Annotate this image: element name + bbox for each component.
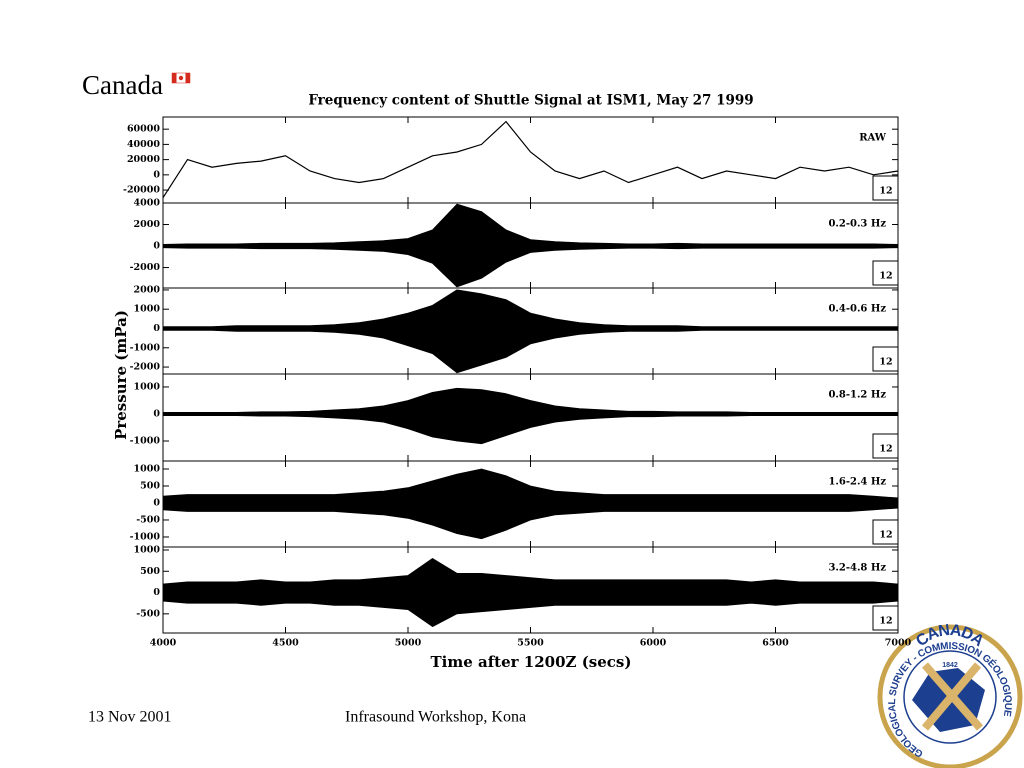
y-tick-label: 0	[153, 241, 160, 252]
y-tick-label: -20000	[123, 185, 160, 196]
panel-label: 3.2-4.8 Hz	[828, 563, 886, 574]
panel-label: 0.2-0.3 Hz	[828, 219, 886, 230]
footer-date: 13 Nov 2001	[88, 709, 172, 726]
panel: 1000 500 0 -500 -1000 1.6-2.4 Hz 12	[130, 460, 899, 548]
waveform-envelope	[162, 289, 899, 329]
y-tick-label: -500	[136, 514, 160, 525]
x-tick-label: 6500	[762, 638, 789, 649]
panel-frame	[162, 116, 899, 204]
channel-label: 12	[879, 357, 892, 368]
waveform-envelope	[162, 558, 899, 593]
channel-label: 12	[879, 444, 892, 455]
y-tick-label: 1000	[134, 544, 161, 555]
wordmark: Canada	[82, 70, 163, 100]
y-tick-label: 500	[140, 480, 160, 491]
waveform-envelope	[162, 203, 899, 247]
gsc-logo: CANADA 1842 GEOLOGICAL SURVEY - COMMISSI…	[877, 622, 1023, 768]
panel-label: RAW	[859, 133, 887, 144]
y-tick-label: 0	[153, 323, 160, 334]
channel-box	[872, 605, 899, 631]
x-axis-label: Time after 1200Z (secs)	[431, 653, 632, 671]
panel-label: 0.8-1.2 Hz	[828, 390, 886, 401]
waveform-envelope	[162, 387, 899, 415]
y-axis-label: Pressure (mPa)	[112, 310, 130, 440]
y-tick-label: 4000	[134, 198, 161, 209]
channel-box	[872, 260, 899, 286]
y-tick-label: -2000	[130, 362, 161, 373]
x-tick-label: 6000	[640, 638, 667, 649]
y-tick-label: -1000	[130, 342, 161, 353]
channel-box	[872, 175, 899, 201]
y-tick-label: 500	[140, 566, 160, 577]
waveform-envelope	[162, 592, 899, 627]
x-tick-label: 7000	[885, 638, 912, 649]
x-tick-label: 5000	[395, 638, 422, 649]
y-tick-label: 1000	[134, 304, 161, 315]
y-tick-label: -2000	[130, 262, 161, 273]
flag	[171, 72, 191, 84]
x-tick-label: 5500	[517, 638, 544, 649]
panel-label: 1.6-2.4 Hz	[828, 477, 886, 488]
y-tick-label: 0	[153, 408, 160, 419]
y-tick-label: 0	[153, 587, 160, 598]
x-tick-label: 4500	[272, 638, 299, 649]
waveform-envelope	[162, 468, 899, 504]
y-tick-label: 1000	[134, 463, 161, 474]
waveform-envelope	[162, 328, 899, 374]
channel-box	[872, 519, 899, 545]
waveform-envelope	[162, 502, 899, 540]
panel-label: 0.4-0.6 Hz	[828, 304, 886, 315]
channel-label: 12	[879, 186, 892, 197]
footer-event: Infrasound Workshop, Kona	[345, 709, 526, 726]
logo-year: 1842	[942, 662, 958, 669]
y-tick-label: 40000	[127, 139, 160, 150]
y-tick-label: 0	[153, 169, 160, 180]
channel-box	[872, 433, 899, 459]
chart-title: Frequency content of Shuttle Signal at I…	[308, 93, 753, 109]
y-tick-label: 20000	[127, 154, 160, 165]
y-tick-label: 2000	[134, 284, 161, 295]
panel: 60000 40000 20000 0 -20000 RAW 12	[123, 116, 899, 204]
y-tick-label: 2000	[134, 219, 161, 230]
panel: 4000 2000 0 -2000 0.2-0.3 Hz 12	[130, 198, 899, 289]
y-tick-label: -1000	[130, 531, 161, 542]
waveform-envelope	[162, 413, 899, 445]
y-tick-label: -1000	[130, 436, 161, 447]
y-tick-label: -500	[136, 608, 160, 619]
y-tick-label: 1000	[134, 381, 161, 392]
panel: 1000 0 -1000 0.8-1.2 Hz 12	[130, 373, 899, 462]
channel-label: 12	[879, 616, 892, 627]
channel-box	[872, 346, 899, 372]
panel: 2000 1000 0 -1000 -2000 0.4-0.6 Hz 12	[130, 284, 899, 375]
x-tick-label: 4000	[150, 638, 177, 649]
channel-label: 12	[879, 530, 892, 541]
channel-label: 12	[879, 271, 892, 282]
waveform-envelope	[162, 245, 899, 288]
y-tick-label: 0	[153, 497, 160, 508]
waveform	[162, 120, 899, 199]
y-tick-label: 60000	[127, 124, 160, 135]
